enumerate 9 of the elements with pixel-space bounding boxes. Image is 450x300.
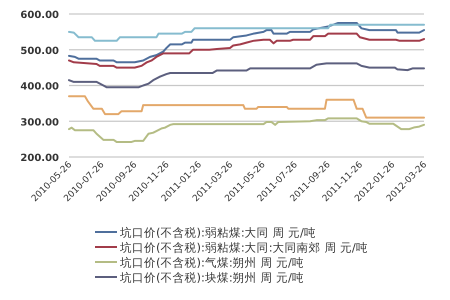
legend-label: 坑口价(不含税):弱粘煤:大同:大同南郊 周 元/吨 [119, 240, 368, 254]
legend-label: 坑口价(不含税):块煤:朔州 周 元/吨 [119, 270, 304, 284]
legend-label: 坑口价(不含税):弱粘煤:大同 周 元/吨 [119, 226, 316, 240]
legend-label: 坑口价(不含税):气煤:朔州 周 元/吨 [119, 256, 304, 270]
y-tick-label: 200.00 [20, 153, 60, 164]
y-tick-label: 300.00 [20, 117, 60, 128]
y-tick-label: 500.00 [20, 46, 60, 57]
y-tick-label: 600.00 [20, 10, 60, 21]
y-tick-label: 400.00 [20, 82, 60, 92]
